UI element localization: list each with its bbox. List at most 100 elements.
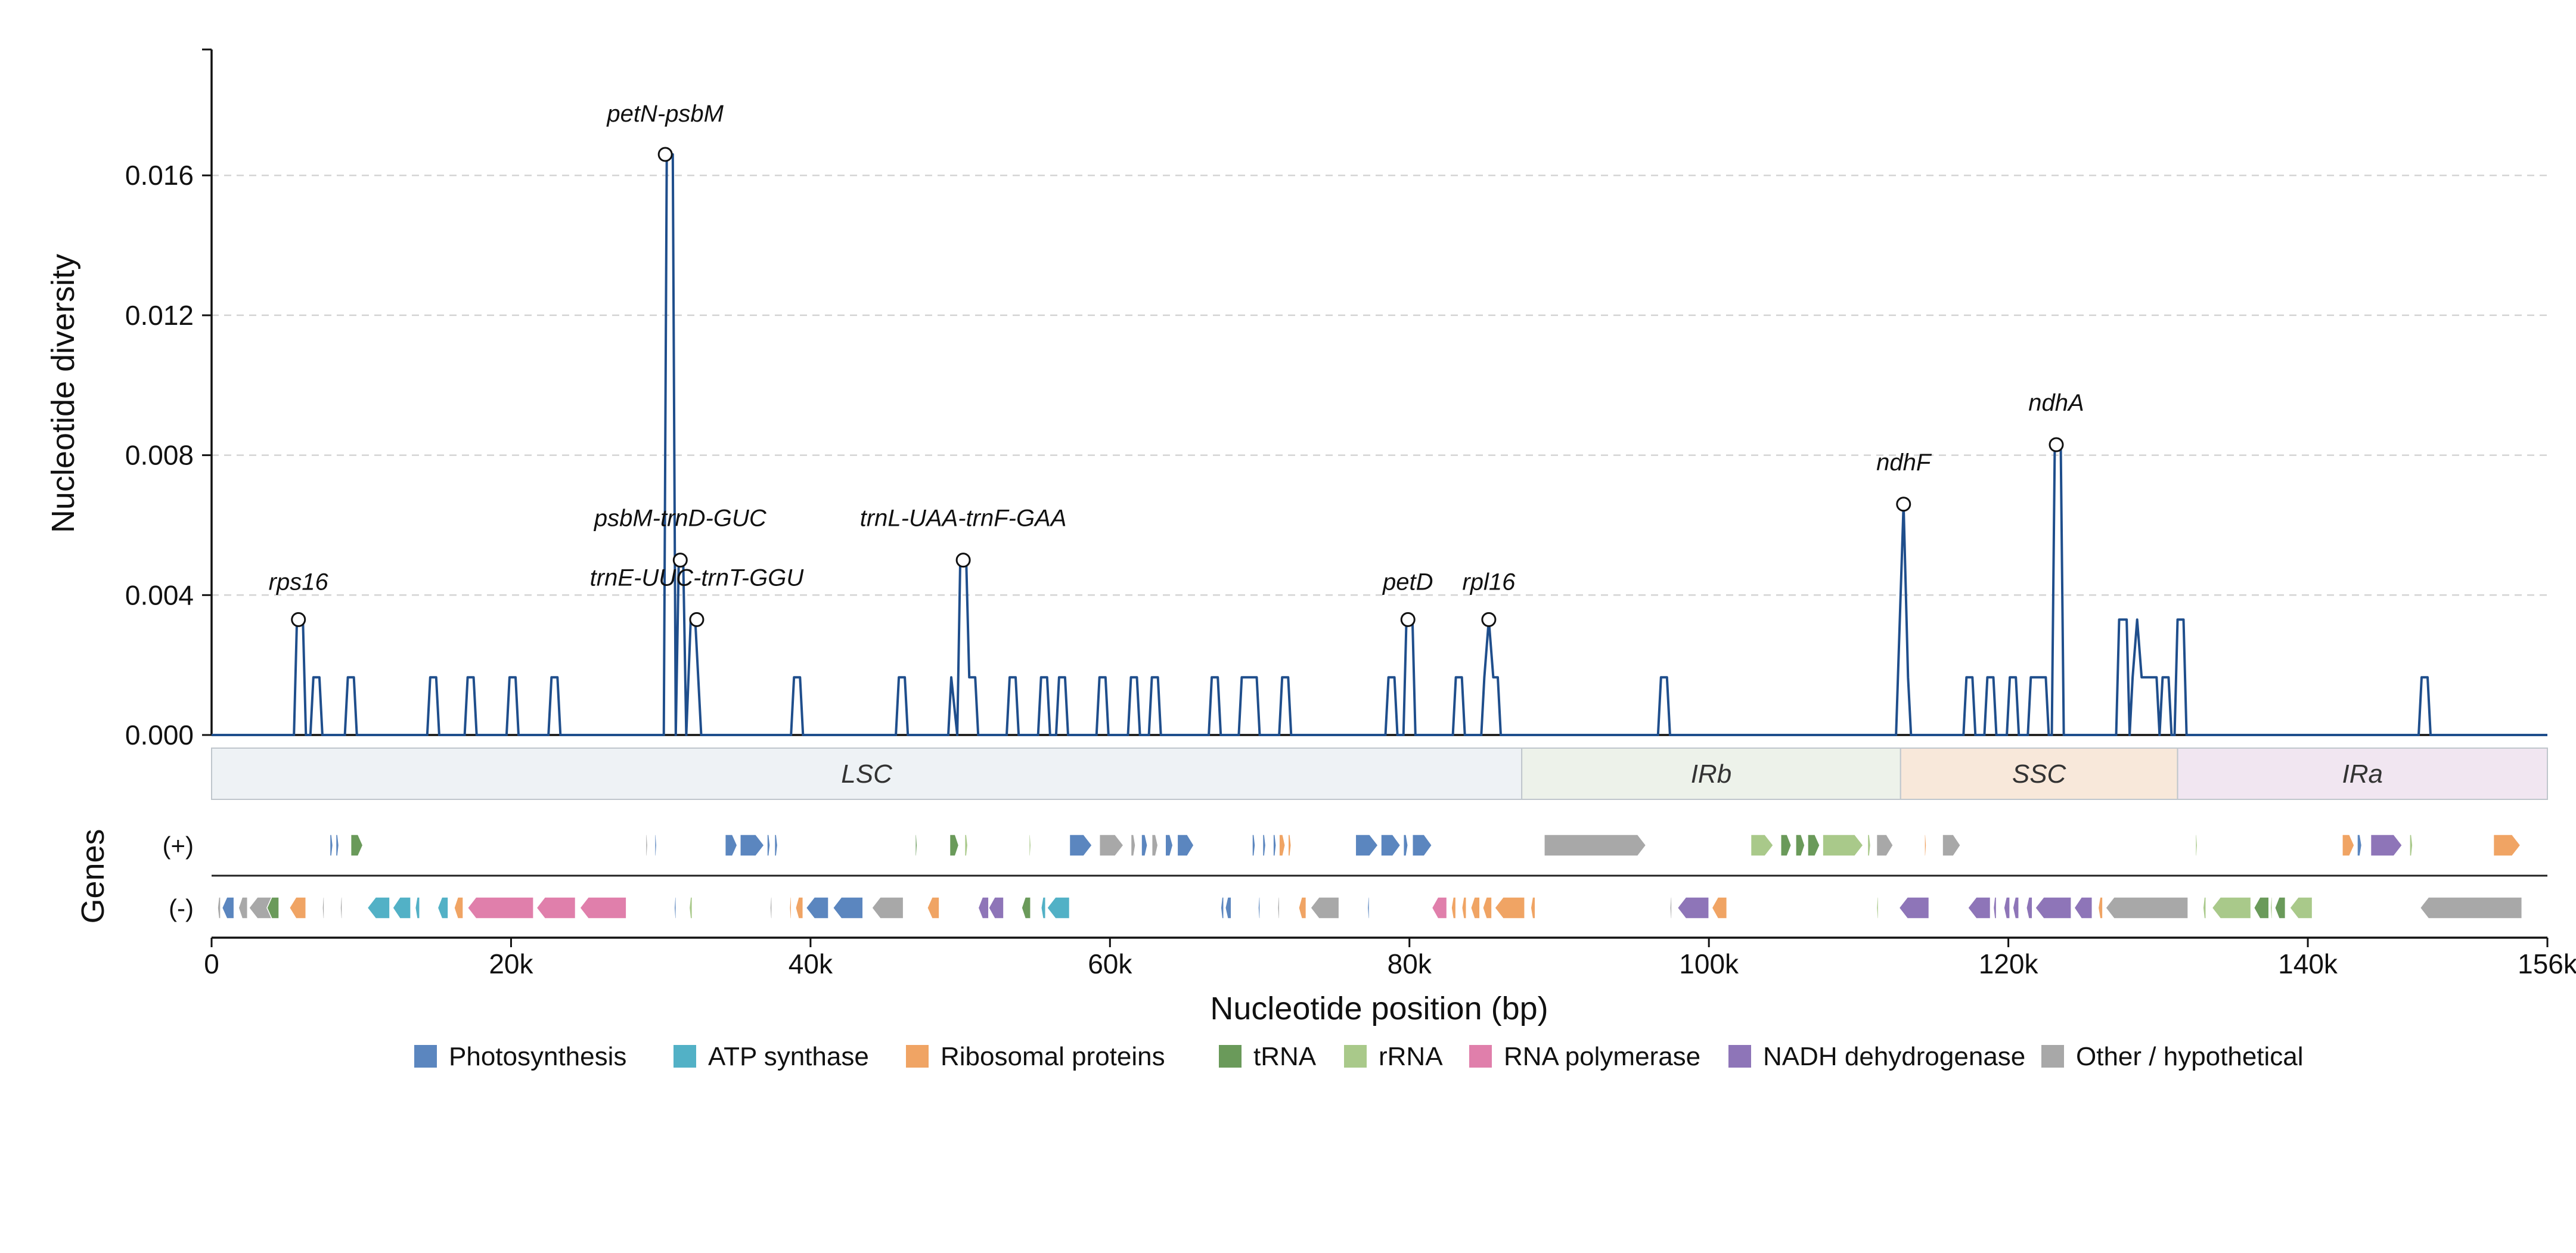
gene-plus-strand: [964, 834, 969, 857]
gene-minus-strand: [1669, 897, 1672, 919]
gene-minus-strand: [1967, 897, 1991, 919]
gene-minus-strand: [1298, 897, 1307, 919]
gene-minus-strand: [1711, 897, 1728, 919]
gene-plus-strand: [1380, 834, 1401, 857]
gene-minus-strand: [688, 897, 693, 919]
region-lsc: LSC: [211, 748, 1523, 800]
gene-plus-strand: [2493, 834, 2521, 857]
gene-minus-strand: [1309, 897, 1340, 919]
x-tick-label: 60k: [1088, 948, 1132, 979]
legend-label: RNA polymerase: [1504, 1042, 1700, 1071]
x-tick-label: 20k: [489, 948, 533, 979]
peak-label: rpl16: [1462, 569, 1516, 595]
gridlines: [212, 174, 2547, 596]
legend-label: Other / hypothetical: [2076, 1042, 2304, 1071]
y-tick-label: 0.004: [125, 579, 194, 610]
gene-minus-strand: [2253, 897, 2270, 919]
gene-minus-strand: [238, 897, 249, 919]
gene-plus-strand: [1273, 834, 1277, 857]
gene-plus-strand: [1924, 834, 1927, 857]
gene-plus-strand: [329, 834, 334, 857]
x-tick-label: 0: [204, 948, 219, 979]
gene-plus-strand: [1412, 834, 1433, 857]
legend-item: rRNA: [1344, 1042, 1443, 1071]
gene-minus-strand: [977, 897, 989, 919]
gene-minus-strand: [2025, 897, 2033, 919]
axes: 0.000 0.004 0.008 0.012 0.016 0 20k 40k 60k 80k 10…: [125, 48, 2576, 979]
legend-item: RNA polymerase: [1469, 1042, 1700, 1071]
y-tick-label: 0.016: [125, 160, 194, 191]
x-tick-label: 140k: [2278, 948, 2338, 979]
peak-marker: [2049, 437, 2064, 452]
x-axis-title: Nucleotide position (bp): [1210, 991, 1548, 1026]
x-tick-label: 120k: [1979, 948, 2039, 979]
gene-minus-strand: [2289, 897, 2313, 919]
x-tick-label: 40k: [789, 948, 833, 979]
genome-regions-track: LSC IRb SSC IRa: [211, 748, 2549, 800]
region-ira: IRa: [2177, 748, 2549, 800]
gene-minus-strand: [1530, 897, 1536, 919]
legend-item: Other / hypothetical: [2041, 1042, 2304, 1071]
gene-minus-strand: [1367, 897, 1370, 919]
gene-plus-strand: [1355, 834, 1379, 857]
legend-swatch: [2041, 1045, 2064, 1068]
gene-plus-strand: [1876, 834, 1894, 857]
legend-item: tRNA: [1219, 1042, 1317, 1071]
gene-minus-strand: [1021, 897, 1031, 919]
legend-swatch: [1728, 1045, 1751, 1068]
region-label: LSC: [841, 759, 893, 789]
peak-marker: [657, 147, 673, 162]
gene-minus-strand: [1494, 897, 1525, 919]
gene-plus-strand: [2409, 834, 2413, 857]
region-band: [211, 748, 1523, 800]
gene-minus-strand: [2012, 897, 2019, 919]
region-label: SSC: [2012, 759, 2067, 789]
peak-label: rps16: [269, 569, 329, 595]
gene-plus-strand: [1867, 834, 1872, 857]
y-axis-title: Nucleotide diversity: [45, 254, 81, 533]
gene-plus-strand: [335, 834, 340, 857]
genes-track-title: Genes: [75, 829, 111, 923]
legend-swatch: [414, 1045, 437, 1068]
gene-minus-strand: [2270, 897, 2273, 919]
peak-marker: [955, 553, 971, 568]
gene-minus-strand: [454, 897, 464, 919]
legend-swatch: [1469, 1045, 1492, 1068]
legend-label: tRNA: [1253, 1042, 1317, 1071]
region-band: [2177, 748, 2549, 800]
peak-label: psbM-trnD-GUC: [594, 505, 767, 532]
gene-minus-strand: [2034, 897, 2072, 919]
gene-minus-strand: [288, 897, 307, 919]
gene-minus-strand: [579, 897, 627, 919]
gene-plus-strand: [1402, 834, 1408, 857]
gene-plus-strand: [1780, 834, 1792, 857]
gene-minus-strand: [1046, 897, 1070, 919]
gene-minus-strand: [794, 897, 804, 919]
legend-item: NADH dehydrogenase: [1728, 1042, 2025, 1071]
peak-label: petD: [1382, 569, 1433, 595]
gene-plus-strand: [1278, 834, 1286, 857]
gene-minus-strand: [1876, 897, 1879, 919]
genes-track: (+) (-): [163, 832, 2547, 922]
gene-minus-strand: [536, 897, 576, 919]
gene-minus-strand: [1224, 897, 1232, 919]
gene-minus-strand: [805, 897, 829, 919]
gene-plus-strand: [774, 834, 778, 857]
gene-minus-strand: [2074, 897, 2093, 919]
gene-plus-strand: [1069, 834, 1093, 857]
gene-minus-strand: [674, 897, 677, 919]
gene-plus-strand: [1130, 834, 1136, 857]
gene-minus-strand: [1258, 897, 1261, 919]
peak-marker: [689, 612, 704, 627]
legend-swatch: [906, 1045, 929, 1068]
y-tick-label: 0.000: [125, 719, 194, 750]
gene-minus-strand: [266, 897, 280, 919]
gene-minus-strand: [832, 897, 864, 919]
x-tick-label: 100k: [1679, 948, 1739, 979]
gene-plus-strand: [1098, 834, 1124, 857]
peak-label: ndhF: [1876, 449, 1932, 476]
peak-marker: [1481, 612, 1497, 627]
plus-strand-label: (+): [163, 832, 194, 860]
gene-minus-strand: [414, 897, 420, 919]
